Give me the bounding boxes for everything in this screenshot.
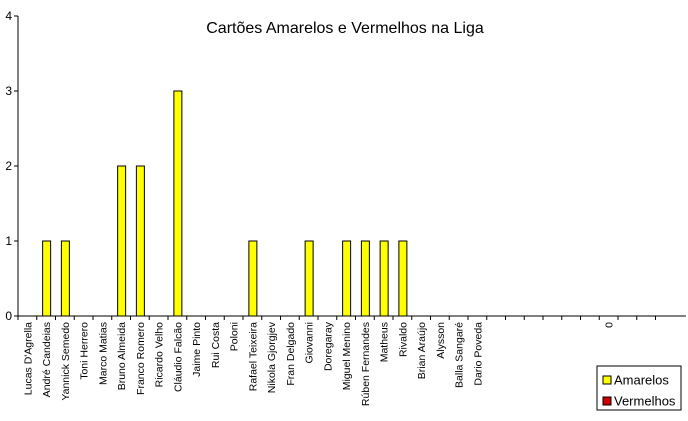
legend-label-vermelhos: Vermelhos (614, 394, 676, 409)
legend-swatch-amarelos (602, 375, 612, 385)
axes-layer: 0 1 2 3 4 (5, 9, 686, 323)
legend-swatch-vermelhos (602, 396, 612, 406)
x-tick-label: Miguel Menino (341, 322, 353, 390)
x-tick-label: Dario Poveda (472, 322, 484, 386)
chart-title: Cartões Amarelos e Vermelhos na Liga (206, 20, 484, 37)
bar-amarelos (173, 90, 183, 317)
x-tick-label: Yannick Semedo (60, 322, 72, 401)
x-tick-label: Brian Araújo (416, 322, 428, 379)
y-tick-label: 0 (5, 309, 12, 323)
bars-layer (42, 90, 408, 317)
x-tick-label: Nikola Gjorgjev (266, 321, 278, 393)
x-tick-label: Rivaldo (397, 322, 409, 357)
x-tick-label: Balla Sangaré (454, 322, 466, 388)
bar-amarelos (304, 240, 314, 317)
x-tick-labels: Lucas D'Agrella André Candeias Yannick Sem… (22, 321, 615, 406)
bar-amarelos (117, 165, 127, 317)
legend-label-amarelos: Amarelos (614, 373, 669, 388)
y-tick-label: 3 (5, 84, 12, 98)
x-tick-label: Giovanni (304, 322, 316, 363)
x-tick-label: Rúben Fernandes (360, 322, 372, 406)
x-tick-label: Toni Herrero (79, 322, 91, 380)
x-tick-label: André Candeias (41, 322, 53, 397)
bar-amarelos (398, 240, 408, 317)
bar-amarelos (60, 240, 70, 317)
x-tick-label: Rui Costa (210, 322, 222, 368)
x-tick-label: 0 (604, 322, 616, 328)
x-tick-label: Alysson (435, 322, 447, 359)
bar-amarelos (360, 240, 370, 317)
bar-amarelos (342, 240, 352, 317)
x-tick-label: Matheus (379, 322, 391, 362)
bar-amarelos (248, 240, 258, 317)
y-tick-label: 4 (5, 9, 12, 23)
x-tick-label: Lucas D'Agrella (22, 322, 34, 395)
x-tick-label: Rafael Teixeira (247, 322, 259, 391)
y-tick-label: 1 (5, 234, 12, 248)
x-tick-label: Marco Matias (97, 322, 109, 385)
x-tick-label: Doregaray (322, 321, 334, 371)
x-tick-label: Bruno Almeida (116, 322, 128, 390)
x-tick-label: Poloni (229, 322, 241, 351)
x-tick-label: Franco Romero (135, 322, 147, 395)
y-tick-label: 2 (5, 159, 12, 173)
x-tick-label: Fran Delgado (285, 322, 297, 386)
x-tick-label: Cláudio Falcão (172, 322, 184, 392)
bar-amarelos (379, 240, 389, 317)
bar-amarelos (42, 240, 52, 317)
legend: Amarelos Vermelhos (596, 365, 682, 411)
x-tick-label: Ricardo Velho (154, 322, 166, 388)
bar-amarelos (135, 165, 145, 317)
x-tick-label: Jaime Pinto (191, 322, 203, 377)
